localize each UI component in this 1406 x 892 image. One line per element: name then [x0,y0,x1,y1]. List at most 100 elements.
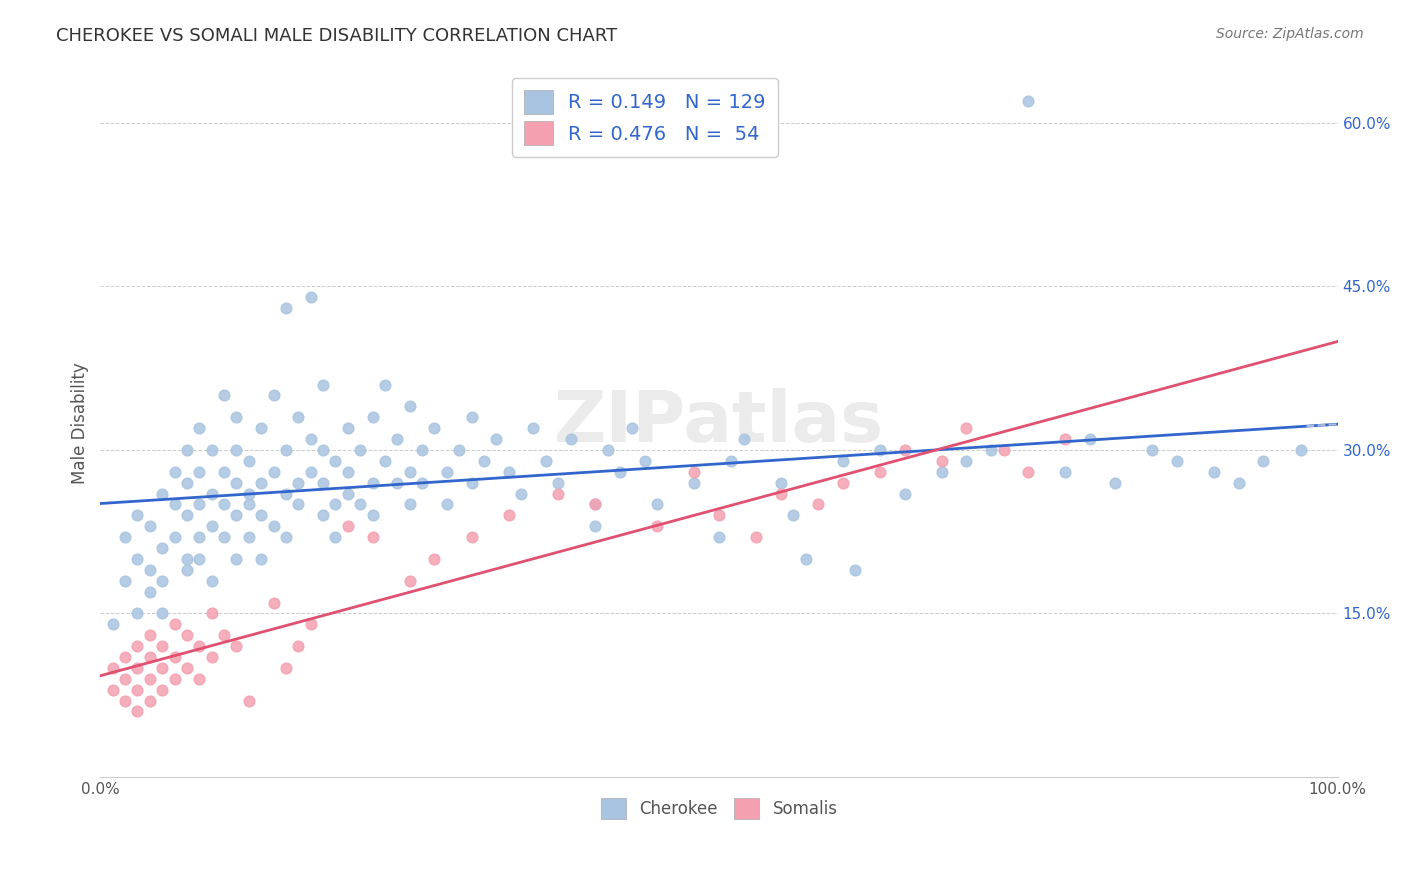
Point [201,574,224,588]
Point [150,486,173,500]
Point [176,442,198,457]
Point [583,497,606,511]
Point [127,705,149,719]
Point [423,552,446,566]
Point [707,530,730,544]
Point [522,421,544,435]
Point [869,465,891,479]
Point [312,442,335,457]
Point [769,486,792,500]
Point [510,486,533,500]
Point [312,475,335,490]
Point [139,628,162,642]
Point [411,475,433,490]
Point [287,497,309,511]
Point [1289,442,1312,457]
Point [596,442,619,457]
Point [645,519,668,533]
Point [163,497,186,511]
Point [139,519,162,533]
Point [287,410,309,425]
Point [176,563,198,577]
Point [201,650,224,665]
Point [201,486,224,500]
Point [534,454,557,468]
Point [212,388,235,402]
Point [398,400,420,414]
Point [1227,475,1250,490]
Point [139,584,162,599]
Point [794,552,817,566]
Point [188,497,211,511]
Point [127,552,149,566]
Point [325,530,347,544]
Point [336,421,359,435]
Point [336,465,359,479]
Y-axis label: Male Disability: Male Disability [72,362,89,483]
Point [299,617,322,632]
Point [114,574,136,588]
Point [683,475,706,490]
Point [287,475,309,490]
Point [188,421,211,435]
Point [374,454,396,468]
Point [238,486,260,500]
Point [312,508,335,523]
Point [188,639,211,653]
Point [336,486,359,500]
Point [225,475,247,490]
Point [411,442,433,457]
Point [114,530,136,544]
Point [831,454,853,468]
Point [325,497,347,511]
Point [349,497,371,511]
Point [583,519,606,533]
Point [263,388,285,402]
Point [188,552,211,566]
Point [1253,454,1275,468]
Point [634,454,657,468]
Point [460,410,482,425]
Point [436,465,458,479]
Point [1202,465,1225,479]
Point [176,552,198,566]
Point [212,465,235,479]
Point [436,497,458,511]
Point [398,497,420,511]
Point [225,639,247,653]
Point [127,639,149,653]
Point [150,607,173,621]
Point [101,661,124,675]
Point [460,475,482,490]
Point [498,508,520,523]
Point [287,639,309,653]
Point [101,617,124,632]
Point [807,497,830,511]
Point [1140,442,1163,457]
Point [374,377,396,392]
Point [621,421,644,435]
Point [212,628,235,642]
Point [139,672,162,686]
Point [114,672,136,686]
Point [869,442,891,457]
Point [720,454,742,468]
Point [387,475,409,490]
Point [547,475,569,490]
Point [225,552,247,566]
Point [931,454,953,468]
Point [683,465,706,479]
Point [263,465,285,479]
Point [844,563,866,577]
Point [1078,432,1101,446]
Point [299,465,322,479]
Point [1017,94,1039,108]
Point [225,442,247,457]
Point [150,639,173,653]
Point [361,475,384,490]
Point [707,508,730,523]
Point [188,672,211,686]
Point [250,475,273,490]
Point [993,442,1015,457]
Point [274,486,297,500]
